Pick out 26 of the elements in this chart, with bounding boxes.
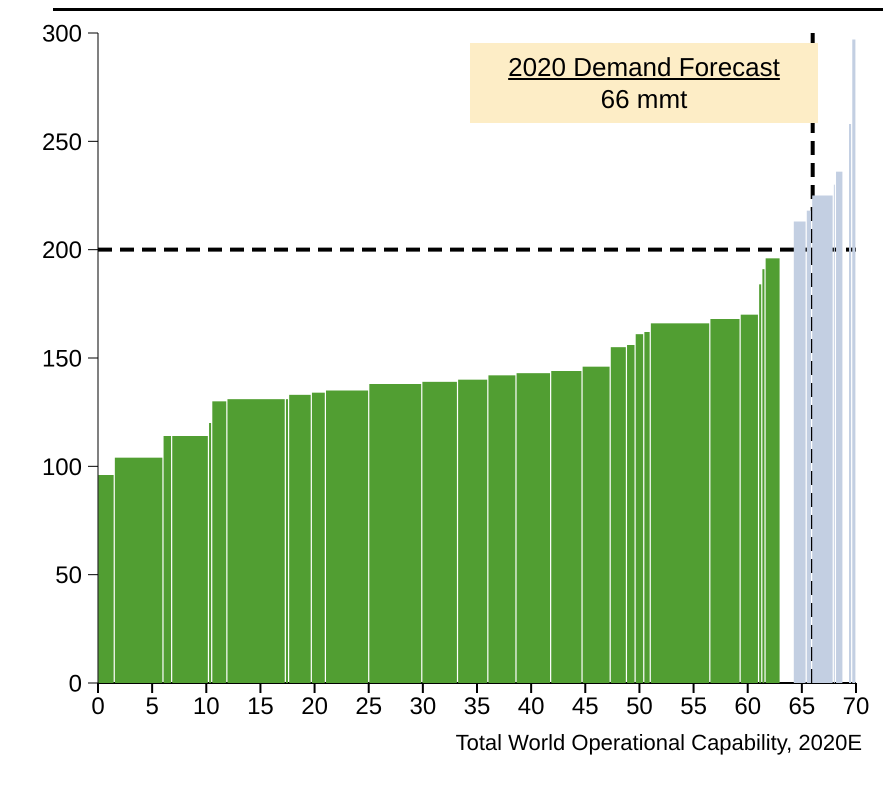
y-tick-label: 50 [55, 562, 82, 590]
x-tick-label: 70 [842, 693, 870, 720]
annotation: 66 mmt [600, 83, 688, 115]
x-tick-label: 55 [680, 693, 707, 720]
x-tick-label: 20 [301, 693, 328, 720]
x-tick-label: 10 [192, 693, 220, 720]
x-tick-label: 60 [734, 693, 762, 720]
y-tick-label: 0 [68, 670, 82, 698]
y-tick-label: 100 [42, 454, 82, 481]
x-tick-label: 40 [518, 693, 544, 720]
y-tick-label: 150 [42, 346, 82, 373]
x-tick-label: 45 [572, 693, 599, 720]
x-tick-label: 5 [145, 693, 159, 720]
x-tick-label: 15 [247, 693, 274, 720]
annotation: 2020 Demand Forecast [507, 51, 781, 83]
x-tick-label: 35 [464, 693, 490, 720]
forecast-note-box: 2020 Demand Forecast 66 mmt [470, 43, 818, 123]
y-tick-label: 300 [42, 20, 82, 48]
y-tick-label: 200 [42, 237, 82, 264]
x-tick-label: 25 [355, 693, 382, 720]
x-tick-label: 0 [91, 693, 105, 720]
x-tick-label: 30 [410, 693, 436, 720]
y-tick-label: 250 [42, 128, 82, 156]
x-tick-label: 50 [626, 693, 653, 720]
x-tick-label: 65 [788, 693, 816, 720]
x-axis-title: Total World Operational Capability, 2020E [456, 730, 862, 756]
